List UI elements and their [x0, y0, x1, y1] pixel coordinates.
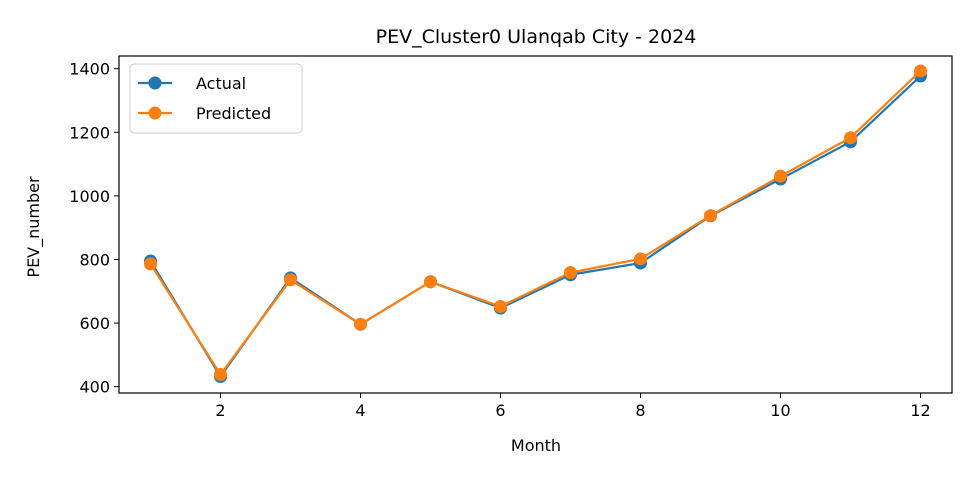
- series-predicted: [144, 64, 927, 382]
- y-axis-label: PEV_number: [24, 176, 44, 278]
- data-point: [634, 252, 647, 266]
- legend-box: [129, 63, 303, 134]
- data-point: [704, 209, 717, 223]
- plot-frame: [118, 55, 953, 394]
- x-tick-label: 8: [635, 401, 645, 420]
- legend-label: Actual: [196, 74, 246, 93]
- y-tick-label: 600: [79, 314, 110, 333]
- y-tick-label: 1400: [69, 60, 110, 79]
- y-tick-label: 800: [79, 250, 110, 269]
- chart-title: PEV_Cluster0 Ulanqab City - 2024: [376, 26, 697, 48]
- legend-entry: Actual: [138, 74, 246, 93]
- data-point: [284, 273, 297, 287]
- x-tick-label: 12: [910, 401, 930, 420]
- legend-marker: [148, 76, 162, 90]
- data-point: [494, 300, 507, 314]
- x-tick-label: 2: [215, 401, 225, 420]
- data-point: [564, 266, 577, 280]
- data-point: [914, 64, 927, 78]
- x-tick-label: 10: [770, 401, 790, 420]
- y-tick-label: 1200: [69, 123, 110, 142]
- legend: Actual Predicted: [129, 63, 303, 134]
- x-axis-label: Month: [511, 436, 561, 455]
- y-tick-label: 1000: [69, 187, 110, 206]
- series-line: [149, 70, 922, 377]
- plot-area: [144, 64, 927, 383]
- x-tick-label: 6: [495, 401, 505, 420]
- data-point: [354, 317, 367, 331]
- data-point: [424, 275, 437, 289]
- legend-entry: Predicted: [138, 104, 271, 123]
- legend-marker: [148, 106, 162, 120]
- data-point: [774, 169, 787, 183]
- data-point: [144, 257, 157, 271]
- axis-ticks: 2 4 6 8 10 12 400 600 800 1000 1200 1400: [69, 60, 930, 420]
- data-point: [844, 131, 857, 145]
- legend-label: Predicted: [196, 104, 271, 123]
- y-tick-label: 400: [79, 378, 110, 397]
- data-point: [214, 368, 227, 382]
- x-tick-label: 4: [355, 401, 365, 420]
